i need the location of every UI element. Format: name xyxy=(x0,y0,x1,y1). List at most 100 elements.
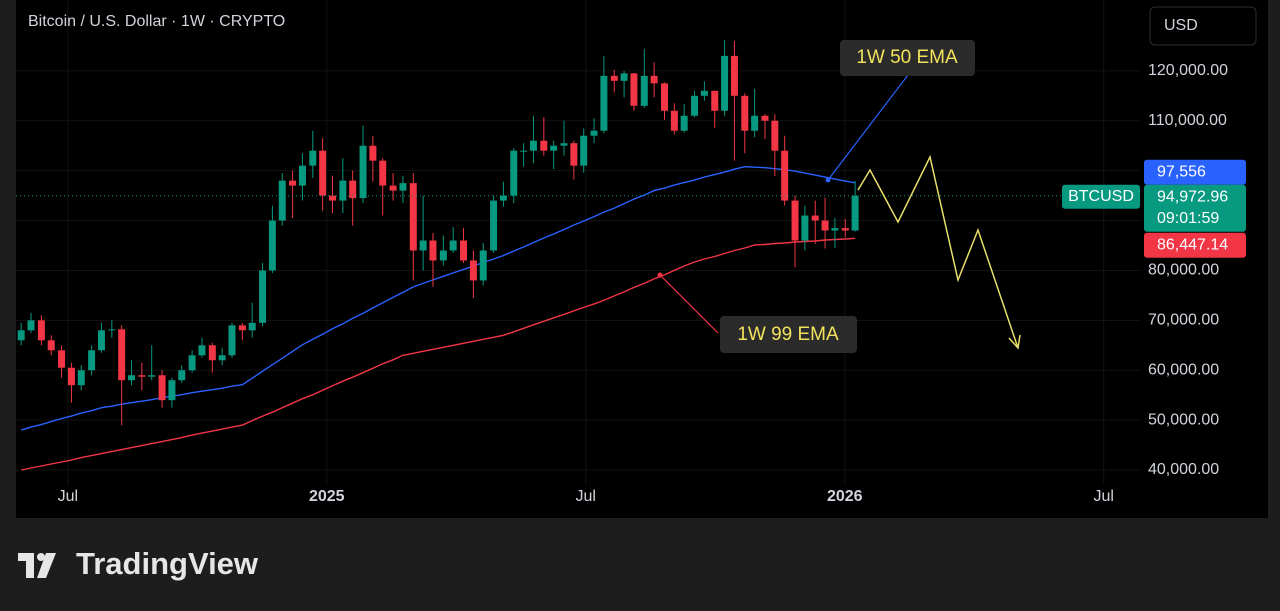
candle-body xyxy=(821,220,829,231)
symbol-box xyxy=(1062,184,1140,209)
candle-body xyxy=(289,180,297,186)
candle-body xyxy=(670,110,678,131)
candle-body xyxy=(188,355,196,371)
candle-body xyxy=(259,270,267,323)
y-tick-label: 120,000.00 xyxy=(1148,62,1228,79)
candle-body xyxy=(178,370,186,381)
candle-body xyxy=(27,320,35,331)
candle-body xyxy=(560,143,568,146)
x-tick-label: 2025 xyxy=(309,488,345,505)
candle-body xyxy=(138,375,146,377)
candle-body xyxy=(479,250,487,281)
candle-body xyxy=(118,329,126,381)
candle-body xyxy=(851,195,859,231)
candle-body xyxy=(449,240,457,251)
candle-body xyxy=(369,145,377,161)
y-tick-label: 40,000.00 xyxy=(1148,461,1219,478)
candle-body xyxy=(108,329,116,331)
y-tick-label: 60,000.00 xyxy=(1148,361,1219,378)
candle-body xyxy=(67,367,75,386)
brand-name: TradingView xyxy=(76,546,259,581)
candle-body xyxy=(781,150,789,201)
candle-body xyxy=(228,325,236,356)
candle-body xyxy=(761,115,769,121)
candle-body xyxy=(469,260,477,281)
annotation-dot xyxy=(657,272,663,278)
candle-body xyxy=(238,325,246,331)
candle-body xyxy=(841,228,849,231)
y-tick-label: 70,000.00 xyxy=(1148,312,1219,329)
plot-area xyxy=(16,39,1140,471)
candle-body xyxy=(510,150,518,196)
candle-body xyxy=(640,75,648,106)
candle-body xyxy=(630,73,638,106)
y-tick-label: 110,000.00 xyxy=(1148,112,1227,129)
candle-body xyxy=(298,165,306,186)
candle-body xyxy=(570,143,578,166)
candle-body xyxy=(751,115,759,131)
candle-body xyxy=(319,150,327,196)
candle-body xyxy=(700,90,708,96)
candle-body xyxy=(148,375,156,377)
candle-body xyxy=(529,140,537,151)
candle-body xyxy=(248,322,256,331)
candle-body xyxy=(620,73,628,81)
y-tick-label: 80,000.00 xyxy=(1148,262,1219,279)
candle-body xyxy=(610,75,618,81)
symbol-label: BTCUSD xyxy=(1068,188,1134,205)
candle-body xyxy=(691,95,699,116)
annotation-leader xyxy=(659,274,719,334)
annotation-label: 1W 50 EMA xyxy=(856,47,958,68)
candle-body xyxy=(349,180,357,199)
candle-body xyxy=(721,55,729,111)
price-label: 86,447.14 xyxy=(1157,236,1228,253)
price-label-box xyxy=(1144,159,1246,185)
candle-body xyxy=(600,75,608,131)
price-label-box xyxy=(1144,232,1246,258)
grid xyxy=(16,0,1140,485)
candle-body xyxy=(208,345,216,361)
candle-body xyxy=(680,115,688,131)
candle-body xyxy=(499,195,507,201)
annotation-box xyxy=(840,40,975,76)
candle-body xyxy=(309,150,317,166)
annotation-leader xyxy=(827,74,909,181)
candle-body xyxy=(520,150,528,152)
x-tick-label: Jul xyxy=(576,488,596,505)
candle-body xyxy=(218,355,226,361)
countdown: 09:01:59 xyxy=(1157,210,1219,227)
y-tick-label: 50,000.00 xyxy=(1148,411,1219,428)
candle-body xyxy=(58,350,66,368)
price-label-box xyxy=(1144,184,1246,232)
candle-body xyxy=(268,220,276,271)
price-label: 94,972.96 xyxy=(1157,188,1228,205)
candle-body xyxy=(429,240,437,261)
price-axis: 40,000.00 50,000.00 60,000.00 70,000.00 80,0… xyxy=(58,62,1246,505)
candle-body xyxy=(791,200,799,241)
candle-body xyxy=(831,228,839,231)
currency-label[interactable]: USD xyxy=(1164,17,1198,34)
candle-body xyxy=(460,240,468,261)
projection-arrow xyxy=(1008,334,1021,350)
candle-body xyxy=(158,375,166,401)
candle-body xyxy=(389,185,397,191)
candle-body xyxy=(379,160,387,186)
currency-button[interactable] xyxy=(1149,6,1257,46)
candle-body xyxy=(88,350,96,371)
candle-body xyxy=(550,145,558,151)
candle-body xyxy=(339,180,347,201)
candle-body xyxy=(711,90,719,111)
candle-body xyxy=(650,75,658,84)
candle-body xyxy=(590,130,598,136)
x-tick-label: Jul xyxy=(58,488,78,505)
candle-body xyxy=(580,135,588,166)
candle-body xyxy=(399,183,407,191)
candle-body xyxy=(409,183,417,251)
candle-body xyxy=(490,200,498,251)
candle-body xyxy=(730,55,738,96)
annotation-box xyxy=(720,316,857,353)
candle-body xyxy=(47,340,55,351)
ema-line xyxy=(21,237,856,471)
candle-body xyxy=(661,83,669,111)
